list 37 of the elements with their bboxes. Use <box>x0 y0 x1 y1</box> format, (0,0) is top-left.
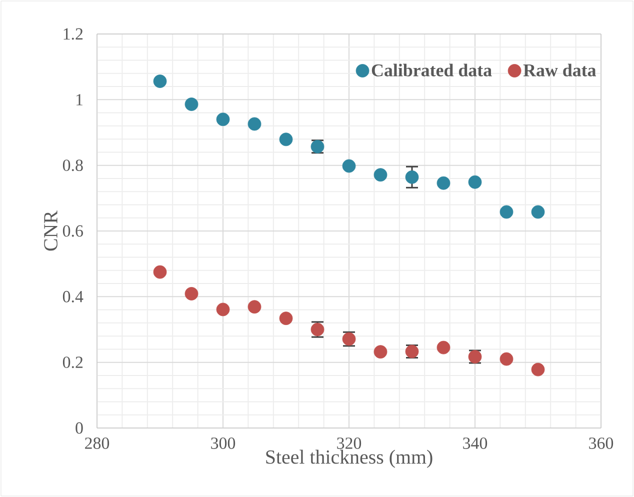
point <box>279 312 293 326</box>
y-tick-label: 1.2 <box>64 28 83 40</box>
x-tick-label: 300 <box>211 438 236 449</box>
x-tick-label: 320 <box>337 438 362 449</box>
point <box>184 98 198 111</box>
point <box>153 74 167 88</box>
x-axis-title: Steel thickness (mm) <box>266 450 432 468</box>
point <box>468 175 482 189</box>
legend-label: Raw data <box>523 64 596 76</box>
point <box>342 159 356 173</box>
y-tick-label: 0.4 <box>62 290 84 302</box>
y-axis-title: CNR <box>44 210 58 251</box>
point <box>500 352 514 366</box>
point <box>184 287 198 300</box>
point <box>531 205 545 219</box>
point <box>374 168 388 182</box>
point <box>153 265 167 279</box>
point <box>279 132 293 146</box>
point <box>248 300 262 314</box>
x-tick-label: 360 <box>589 438 614 449</box>
y-tick-label: 0.2 <box>62 356 83 368</box>
y-tick-label: 0.6 <box>62 225 83 237</box>
y-tick-label: 1 <box>76 94 82 106</box>
point <box>405 170 419 184</box>
y-tick-label: 0.8 <box>62 160 83 172</box>
point <box>500 205 514 219</box>
point <box>216 302 230 316</box>
point <box>436 176 450 190</box>
point <box>374 345 388 359</box>
point <box>436 340 450 354</box>
point <box>531 362 545 376</box>
x-tick-label: 280 <box>85 438 110 449</box>
y-tick-label: 0 <box>76 422 83 434</box>
point <box>216 112 230 126</box>
point <box>248 117 262 131</box>
legend-label: Calibrated data <box>372 64 492 76</box>
x-tick-label: 340 <box>463 438 488 449</box>
